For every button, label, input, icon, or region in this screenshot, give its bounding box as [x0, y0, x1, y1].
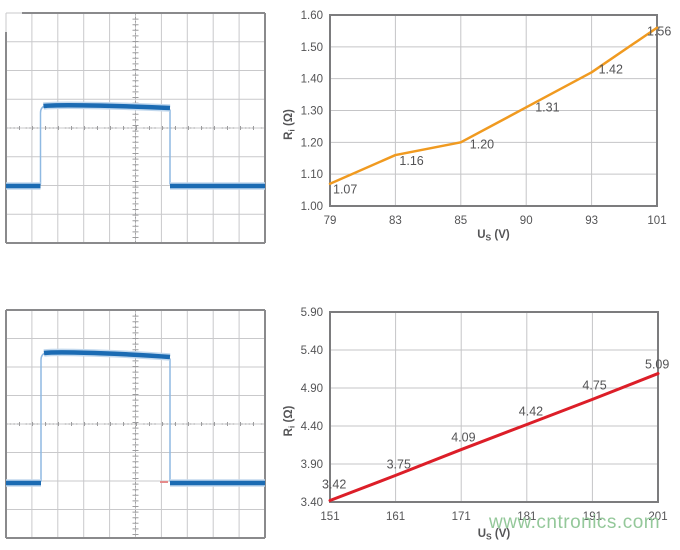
- data-point-label: 4.09: [451, 431, 475, 445]
- y-axis-tick-label: 5.90: [301, 307, 323, 319]
- y-axis-title: Ri (Ω): [283, 109, 297, 140]
- y-axis-tick-label: 5.40: [301, 345, 323, 357]
- data-point-label: 4.42: [519, 404, 543, 418]
- oscilloscope-screenshot-bottom: [5, 309, 266, 539]
- x-axis-tick-label: 85: [454, 215, 467, 227]
- pulse-edge: [40, 351, 48, 482]
- resistance-vs-voltage-chart-top: 1.07 1.16 1.20 1.31 1.42 1.56 1.00 1.10 1.20 1.30…: [283, 10, 671, 243]
- pulse-trace: [43, 350, 171, 360]
- data-point-label: 3.75: [387, 457, 411, 471]
- y-axis-tick-label: 4.40: [301, 421, 323, 433]
- resistance-vs-voltage-chart-bottom: 3.42 3.75 4.09 4.42 4.75 5.09 3.40 3.90 4.40 4.90…: [283, 307, 669, 542]
- y-axis-tick-label: 1.10: [301, 169, 323, 181]
- x-axis-tick-label: 90: [520, 215, 533, 227]
- data-point-label: 1.20: [470, 137, 494, 151]
- data-point-label: 1.42: [599, 62, 623, 76]
- x-axis-title: US (V): [477, 229, 510, 243]
- y-axis-tick-label: 1.60: [301, 10, 323, 22]
- y-axis-tick-label: 1.00: [301, 201, 323, 213]
- y-axis-tick-label: 1.50: [301, 42, 323, 54]
- x-axis-tick-label: 101: [647, 215, 666, 227]
- data-point-label: 1.31: [535, 100, 559, 114]
- x-axis-tick-label: 83: [389, 215, 402, 227]
- data-point-label: 1.07: [333, 183, 357, 197]
- y-axis-tick-label: 4.90: [301, 383, 323, 395]
- x-axis-tick-label: 151: [320, 511, 339, 523]
- data-point-label: 5.09: [645, 358, 669, 372]
- x-axis-tick-label: 201: [648, 511, 667, 523]
- watermark: www.cntronics.com: [489, 512, 661, 533]
- pulse-edge: [39, 104, 48, 185]
- data-point-label: 4.75: [582, 378, 606, 392]
- data-point-label: 1.56: [647, 25, 671, 39]
- plot-frame: [329, 311, 659, 503]
- y-axis-title: Ri (Ω): [283, 405, 297, 436]
- y-axis-tick-label: 3.90: [301, 459, 323, 471]
- x-axis-tick-label: 161: [386, 511, 405, 523]
- oscilloscope-screenshot-top: [5, 12, 266, 244]
- y-axis-tick-label: 3.40: [301, 497, 323, 509]
- x-axis-tick-label: 181: [517, 511, 536, 523]
- series-line: [328, 26, 659, 185]
- x-axis-title: US (V): [478, 528, 511, 542]
- y-axis-tick-label: 1.20: [301, 137, 323, 149]
- x-axis-tick-label: 171: [452, 511, 471, 523]
- series-line: [328, 372, 660, 502]
- x-axis-tick-label: 191: [583, 511, 602, 523]
- data-point-label: 3.42: [322, 477, 346, 491]
- plot-frame: [329, 14, 658, 207]
- y-axis-tick-label: 1.30: [301, 106, 323, 118]
- x-axis-tick-label: 79: [324, 215, 337, 227]
- x-axis-tick-label: 93: [585, 215, 598, 227]
- pulse-trace: [43, 102, 171, 111]
- data-point-label: 1.16: [399, 154, 423, 168]
- y-axis-tick-label: 1.40: [301, 74, 323, 86]
